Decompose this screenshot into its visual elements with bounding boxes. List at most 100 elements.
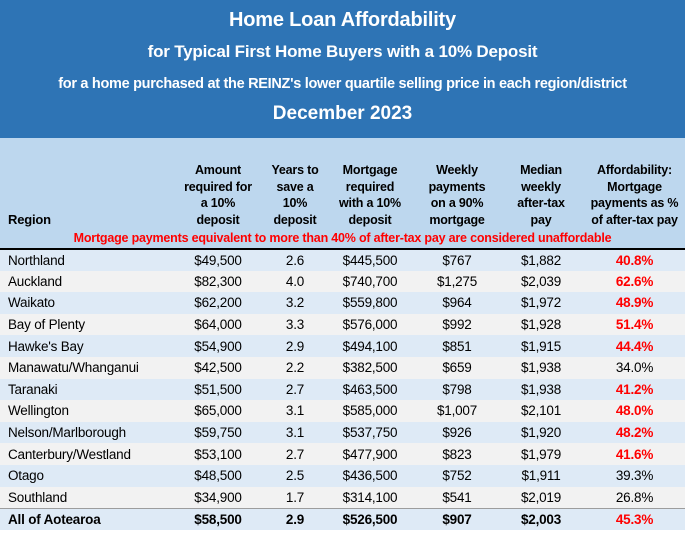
value-cell: $576,000 [342, 317, 398, 333]
affordability-cell: 39.3% [615, 468, 654, 484]
region-cell: All of Aotearoa [8, 511, 101, 527]
column-header-region: Region [8, 211, 51, 227]
value-cell: $436,500 [342, 468, 398, 484]
value-cell: $752 [442, 468, 472, 484]
affordability-cell: 41.2% [615, 381, 654, 397]
value-cell: 3.1 [285, 403, 305, 419]
value-cell: $54,900 [194, 338, 242, 354]
region-cell: Auckland [8, 273, 62, 289]
table-row: Nelson/Marlborough $59,750 3.1 $537,750 … [0, 421, 685, 444]
value-cell: 2.9 [285, 338, 305, 354]
value-cell: $494,100 [342, 338, 398, 354]
value-cell: $2,003 [520, 511, 562, 527]
table-row: Wellington $65,000 3.1 $585,000 $1,007 $… [0, 400, 685, 422]
unaffordable-note: Mortgage payments equivalent to more tha… [0, 230, 685, 250]
table-row: Bay of Plenty $64,000 3.3 $576,000 $992 … [0, 313, 685, 336]
affordability-cell: 44.4% [615, 338, 654, 354]
column-header-amount-deposit: Amount required for a 10% deposit [184, 163, 252, 227]
region-cell: Hawke's Bay [8, 338, 84, 354]
table-row: All of Aotearoa $58,500 2.9 $526,500 $90… [0, 508, 685, 530]
region-cell: Taranaki [8, 381, 58, 397]
region-cell: Bay of Plenty [8, 317, 85, 333]
value-cell: $59,750 [194, 425, 242, 441]
value-cell: $767 [442, 252, 472, 268]
value-cell: 1.7 [285, 489, 305, 505]
value-cell: 2.9 [285, 511, 305, 527]
value-cell: $1,007 [436, 403, 478, 419]
table-row: Manawatu/Whanganui $42,500 2.2 $382,500 … [0, 356, 685, 379]
region-cell: Southland [8, 489, 68, 505]
value-cell: $926 [442, 425, 472, 441]
value-cell: $1,915 [520, 338, 562, 354]
value-cell: $382,500 [342, 360, 398, 376]
value-cell: $42,500 [194, 360, 242, 376]
value-cell: $48,500 [194, 468, 242, 484]
table-row: Taranaki $51,500 2.7 $463,500 $798 $1,93… [0, 378, 685, 401]
value-cell: 2.6 [285, 252, 305, 268]
table-row: Southland $34,900 1.7 $314,100 $541 $2,0… [0, 486, 685, 509]
value-cell: $58,500 [194, 511, 242, 527]
value-cell: $463,500 [342, 381, 398, 397]
value-cell: $1,911 [521, 468, 561, 484]
value-cell: $64,000 [194, 317, 242, 333]
value-cell: $585,000 [342, 403, 398, 419]
value-cell: $907 [442, 511, 472, 527]
table-body: Northland $49,500 2.6 $445,500 $767 $1,8… [0, 249, 685, 530]
report-title: Home Loan Affordability [229, 9, 456, 31]
value-cell: $740,700 [342, 273, 398, 289]
affordability-cell: 62.6% [615, 273, 654, 289]
value-cell: $1,972 [520, 295, 562, 311]
value-cell: $2,101 [520, 403, 562, 419]
value-cell: $477,900 [342, 446, 398, 462]
value-cell: $992 [442, 317, 472, 333]
value-cell: $537,750 [342, 425, 398, 441]
region-cell: Wellington [8, 403, 69, 419]
value-cell: $314,100 [342, 489, 398, 505]
table-row: Northland $49,500 2.6 $445,500 $767 $1,8… [0, 249, 685, 271]
table-row: Waikato $62,200 3.2 $559,800 $964 $1,972… [0, 292, 685, 314]
affordability-cell: 48.2% [615, 425, 654, 441]
column-header-weekly-payments: Weekly payments on a 90% mortgage [428, 163, 486, 227]
value-cell: $1,275 [436, 273, 478, 289]
report-title-band: Home Loan Affordability for Typical Firs… [0, 0, 685, 138]
column-header-years-to-save: Years to save a 10% deposit [271, 163, 319, 227]
affordability-cell: 34.0% [615, 360, 654, 376]
value-cell: $1,979 [520, 446, 562, 462]
value-cell: $1,920 [520, 425, 562, 441]
column-header-affordability: Affordability: Mortgage payments as % of… [590, 163, 679, 227]
value-cell: 2.7 [285, 381, 305, 397]
value-cell: $65,000 [194, 403, 242, 419]
value-cell: $1,938 [520, 381, 562, 397]
value-cell: $2,019 [520, 489, 562, 505]
value-cell: $49,500 [194, 252, 242, 268]
value-cell: 4.0 [285, 273, 305, 289]
header-row: Region Amount required for a 10% deposit… [0, 138, 685, 230]
region-cell: Canterbury/Westland [8, 446, 131, 462]
note-row: Mortgage payments equivalent to more tha… [0, 230, 685, 250]
value-cell: $964 [442, 295, 472, 311]
affordability-cell: 48.0% [615, 403, 654, 419]
value-cell: $1,938 [520, 360, 562, 376]
table-header: Region Amount required for a 10% deposit… [0, 138, 685, 250]
value-cell: $823 [442, 446, 472, 462]
table-row: Canterbury/Westland $53,100 2.7 $477,900… [0, 443, 685, 465]
report-subtitle-1: for Typical First Home Buyers with a 10%… [147, 42, 538, 61]
value-cell: $659 [442, 360, 472, 376]
affordability-cell: 26.8% [615, 489, 654, 505]
value-cell: $82,300 [194, 273, 242, 289]
value-cell: $526,500 [342, 511, 398, 527]
value-cell: $1,928 [520, 317, 562, 333]
affordability-table: Region Amount required for a 10% deposit… [0, 138, 685, 530]
table-row: Auckland $82,300 4.0 $740,700 $1,275 $2,… [0, 270, 685, 293]
affordability-cell: 48.9% [615, 295, 654, 311]
region-cell: Nelson/Marlborough [8, 425, 126, 441]
value-cell: $2,039 [520, 273, 562, 289]
region-cell: Northland [8, 252, 65, 268]
value-cell: 3.1 [285, 425, 305, 441]
column-header-mortgage-required: Mortgage required with a 10% deposit [339, 163, 401, 227]
value-cell: $541 [442, 489, 472, 505]
column-header-median-pay: Median weekly after-tax pay [517, 163, 565, 227]
value-cell: 2.5 [285, 468, 305, 484]
affordability-cell: 45.3% [615, 511, 654, 527]
affordability-cell: 40.8% [615, 252, 654, 268]
